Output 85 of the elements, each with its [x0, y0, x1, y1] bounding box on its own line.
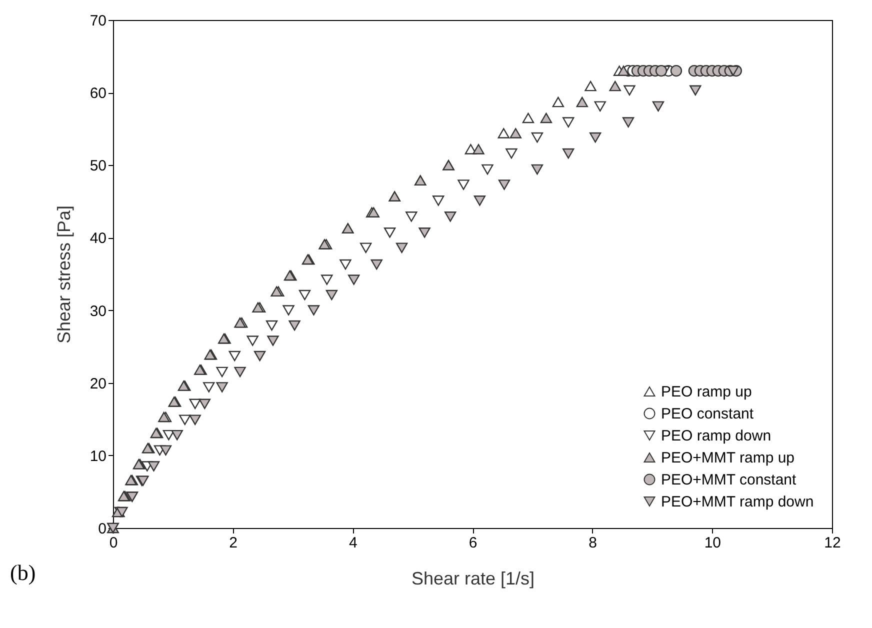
point [618, 66, 630, 76]
x-tick-label: 6 [468, 534, 478, 552]
point [609, 80, 621, 92]
point [298, 290, 311, 300]
point [267, 336, 279, 346]
point [340, 259, 352, 270]
point [576, 96, 588, 108]
y-tick-label: 0 [98, 520, 106, 538]
x-tick-label: 12 [824, 534, 841, 552]
point [216, 382, 228, 392]
x-tick-label: 2 [229, 534, 238, 552]
point [116, 506, 128, 518]
point [506, 148, 518, 159]
point [444, 212, 456, 222]
text: (b) [10, 560, 36, 586]
point [189, 398, 201, 410]
point [308, 305, 320, 316]
point [584, 80, 596, 92]
point [384, 227, 396, 238]
y-tick-label: 70 [90, 12, 106, 30]
point [531, 132, 544, 143]
y-tick-label: 20 [90, 375, 106, 392]
point [254, 350, 266, 362]
point [171, 430, 183, 440]
point [498, 128, 510, 138]
x-axis-title: Shear rate [1/s] [411, 568, 535, 588]
point [562, 117, 574, 128]
point [326, 290, 338, 300]
legend-label: PEO+MMT constant [661, 472, 798, 488]
point [552, 96, 564, 108]
legend-label: PEO constant [661, 406, 754, 422]
point [234, 366, 246, 378]
point [540, 112, 552, 124]
point [198, 398, 211, 410]
point [472, 144, 484, 154]
point [690, 85, 702, 96]
legend-label: PEO ramp down [661, 428, 772, 444]
legend-label: PEO+MMT ramp down [661, 494, 814, 510]
point [203, 382, 215, 392]
point [432, 196, 444, 206]
point [216, 366, 228, 378]
point [624, 85, 636, 96]
point [396, 242, 408, 254]
point [562, 148, 574, 159]
point [670, 64, 682, 77]
point [589, 132, 602, 143]
point [652, 101, 664, 112]
point [655, 64, 668, 77]
y-tick-label: 30 [90, 302, 106, 320]
point [510, 128, 522, 138]
y-tick-label: 60 [90, 85, 106, 102]
point [498, 180, 510, 190]
point [266, 320, 278, 331]
point [418, 227, 430, 238]
point [148, 461, 160, 472]
point [594, 101, 606, 112]
y-tick-label: 40 [90, 230, 106, 248]
point [179, 414, 191, 426]
point [522, 112, 534, 124]
legend-label: PEO ramp up [661, 384, 752, 400]
point [531, 164, 544, 175]
point [458, 180, 470, 190]
point [321, 274, 333, 285]
point [727, 66, 739, 76]
y-axis-title: Shear stress [Pa] [54, 205, 74, 344]
point [348, 274, 360, 285]
point [370, 259, 382, 270]
x-tick-label: 4 [348, 534, 358, 552]
point [360, 242, 372, 254]
point [622, 117, 634, 128]
point [228, 350, 240, 362]
x-tick-label: 10 [704, 534, 722, 552]
x-tick-label: 8 [588, 534, 598, 552]
point [474, 196, 486, 206]
point [246, 336, 258, 346]
point [406, 212, 418, 222]
legend-label: PEO+MMT ramp up [661, 450, 795, 466]
y-tick-label: 10 [90, 448, 106, 465]
point [482, 164, 494, 175]
point [288, 320, 300, 331]
point [160, 445, 172, 456]
x-tick-label: 0 [109, 534, 118, 552]
y-tick-label: 50 [90, 158, 106, 175]
point [189, 414, 201, 426]
point [282, 305, 294, 316]
